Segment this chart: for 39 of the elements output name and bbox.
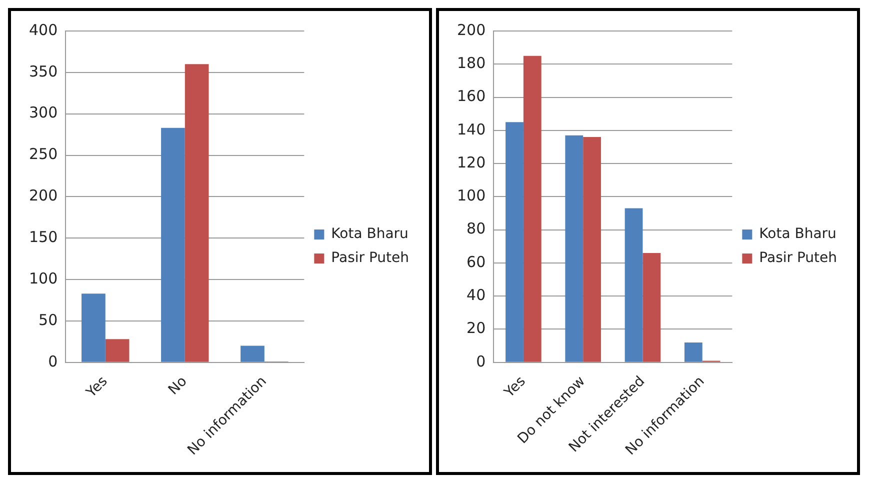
y-tick-label: 180 [456,54,486,72]
bar [82,294,106,362]
y-tick-label: 100 [456,186,486,205]
bar [624,208,643,362]
bar [184,64,209,362]
y-tick-label: 400 [28,20,58,39]
y-tick-label: 200 [28,186,58,205]
y-tick-label: 60 [466,252,486,271]
bar [506,122,524,362]
x-tick-label: No [166,373,190,398]
y-tick-label: 250 [28,145,58,164]
bar [105,339,130,362]
y-tick-label: 140 [456,120,486,138]
y-tick-label: 120 [456,153,486,172]
bar [583,137,601,362]
y-tick-label: 160 [456,87,486,106]
legend-label: Kota Bharu [759,226,836,242]
bar [565,135,584,362]
bar [161,128,185,362]
y-tick-label: 200 [456,20,486,39]
legend-label: Pasir Puteh [331,250,409,266]
x-tick-label: Yes [500,373,529,402]
y-tick-label: 80 [466,220,486,238]
bar [240,346,264,362]
y-tick-label: 350 [28,62,58,80]
y-tick-label: 20 [466,319,486,338]
bar [684,342,702,362]
y-tick-label: 300 [28,104,58,122]
y-tick-label: 40 [466,286,486,304]
bar [642,253,661,362]
y-tick-label: 50 [38,310,58,329]
x-tick-label: Yes [82,373,111,402]
y-tick-label: 0 [476,352,486,370]
y-tick-label: 150 [28,228,58,246]
legend-label: Pasir Puteh [759,250,837,266]
legend-label: Kota Bharu [331,226,408,242]
y-tick-label: 0 [48,352,58,370]
bar [523,56,542,362]
y-tick-label: 100 [28,269,58,288]
